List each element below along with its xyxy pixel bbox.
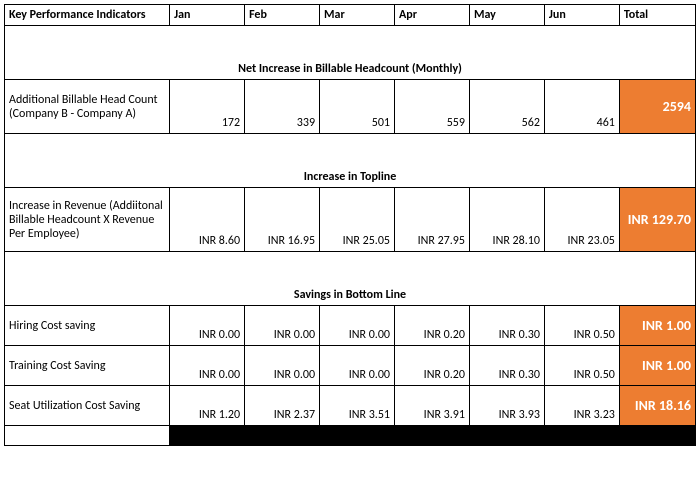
cell: INR 1.20 <box>170 386 245 426</box>
section-title-headcount: Net Increase in Billable Headcount (Mont… <box>5 26 696 80</box>
section-title-row: Savings in Bottom Line <box>5 252 696 306</box>
row-label: Hiring Cost saving <box>5 306 170 346</box>
cell: INR 0.50 <box>544 346 619 386</box>
section-title-row: Net Increase in Billable Headcount (Mont… <box>5 26 696 80</box>
cell: 559 <box>395 80 470 134</box>
header-month: Jun <box>544 5 619 26</box>
cell: INR 23.05 <box>544 188 619 252</box>
cell: INR 0.00 <box>320 306 395 346</box>
cell: 172 <box>170 80 245 134</box>
cell: INR 0.20 <box>395 346 470 386</box>
cell: 562 <box>469 80 544 134</box>
row-label: Seat Utilization Cost Saving <box>5 386 170 426</box>
cell: INR 0.30 <box>469 346 544 386</box>
cell: INR 8.60 <box>170 188 245 252</box>
total-cell: INR 1.00 <box>619 306 695 346</box>
header-month: Feb <box>245 5 320 26</box>
cell: INR 3.23 <box>544 386 619 426</box>
cell: INR 3.91 <box>395 386 470 426</box>
cell: INR 0.00 <box>245 306 320 346</box>
cell: INR 0.00 <box>170 346 245 386</box>
total-cell: INR 129.70 <box>619 188 695 252</box>
cell: INR 3.93 <box>469 386 544 426</box>
cell: INR 25.05 <box>320 188 395 252</box>
cell: INR 0.00 <box>320 346 395 386</box>
header-month: Apr <box>395 5 470 26</box>
cell: 461 <box>544 80 619 134</box>
section-title-row: Increase in Topline <box>5 134 696 188</box>
section-title-topline: Increase in Topline <box>5 134 696 188</box>
row-label: Training Cost Saving <box>5 346 170 386</box>
cell: INR 0.50 <box>544 306 619 346</box>
cell: INR 0.00 <box>170 306 245 346</box>
cell: INR 16.95 <box>245 188 320 252</box>
header-label: Key Performance Indicators <box>5 5 170 26</box>
row-label: Increase in Revenue (Addiitonal Billable… <box>5 188 170 252</box>
cell: INR 3.51 <box>320 386 395 426</box>
row-label: Additional Billable Head Count (Company … <box>5 80 170 134</box>
total-cell: 2594 <box>619 80 695 134</box>
cell: INR 0.00 <box>245 346 320 386</box>
bottomline-row: Hiring Cost saving INR 0.00 INR 0.00 INR… <box>5 306 696 346</box>
headcount-row: Additional Billable Head Count (Company … <box>5 80 696 134</box>
table-header-row: Key Performance Indicators Jan Feb Mar A… <box>5 5 696 26</box>
kpi-table: Key Performance Indicators Jan Feb Mar A… <box>4 4 696 446</box>
cell: INR 28.10 <box>469 188 544 252</box>
bottomline-row: Training Cost Saving INR 0.00 INR 0.00 I… <box>5 346 696 386</box>
cell: INR 27.95 <box>395 188 470 252</box>
cell: INR 0.30 <box>469 306 544 346</box>
header-month: May <box>469 5 544 26</box>
header-total: Total <box>619 5 695 26</box>
total-cell: INR 1.00 <box>619 346 695 386</box>
cell: INR 2.37 <box>245 386 320 426</box>
footer-blank <box>5 426 170 446</box>
topline-row: Increase in Revenue (Addiitonal Billable… <box>5 188 696 252</box>
cell: INR 0.20 <box>395 306 470 346</box>
cell: 501 <box>320 80 395 134</box>
header-month: Mar <box>320 5 395 26</box>
cell: 339 <box>245 80 320 134</box>
section-title-bottomline: Savings in Bottom Line <box>5 252 696 306</box>
total-cell: INR 18.16 <box>619 386 695 426</box>
footer-black-row <box>5 426 696 446</box>
header-month: Jan <box>170 5 245 26</box>
bottomline-row: Seat Utilization Cost Saving INR 1.20 IN… <box>5 386 696 426</box>
footer-black <box>170 426 696 446</box>
